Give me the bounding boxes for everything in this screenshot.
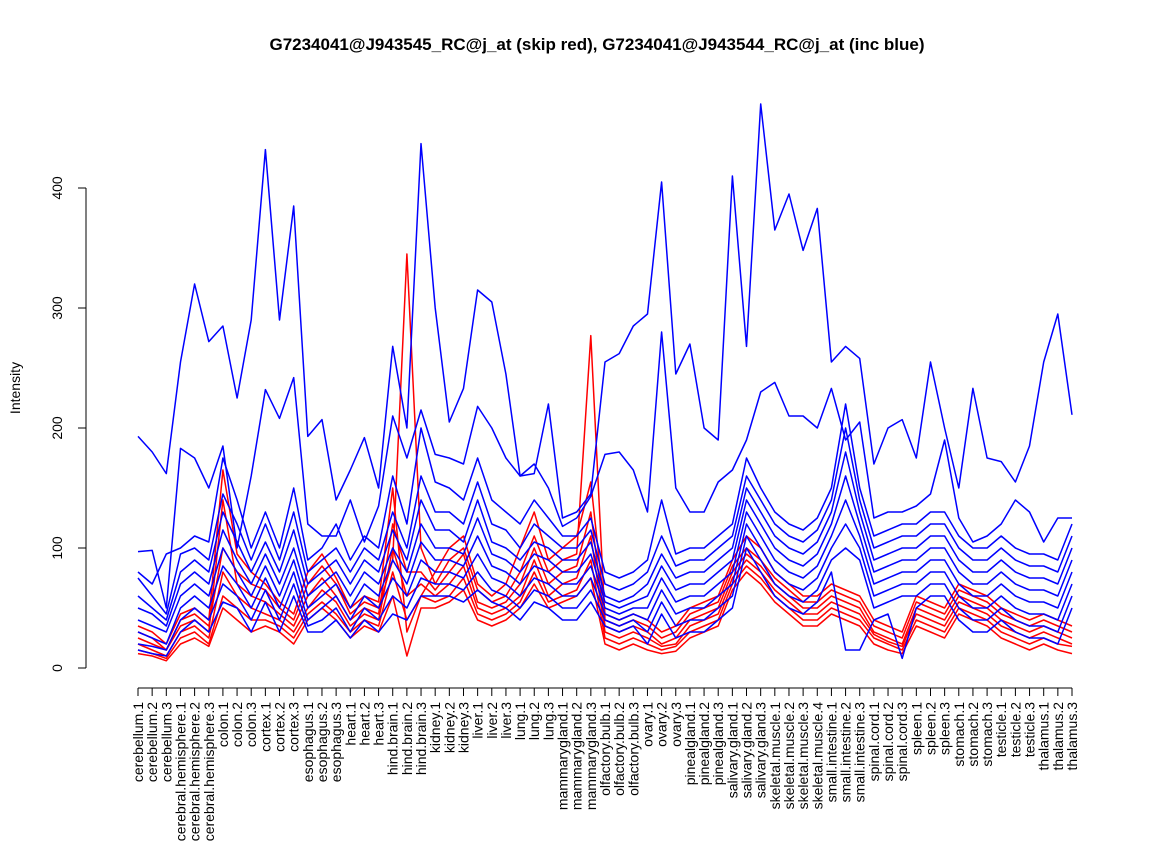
x-tick-label: lung.1 <box>512 702 528 740</box>
x-tick-label: colon.2 <box>229 702 245 747</box>
y-tick-label: 100 <box>49 536 65 560</box>
x-tick-label: cortex.2 <box>272 702 288 752</box>
x-tick-label: small.intestine.3 <box>852 702 868 803</box>
x-tick-label: testicle.1 <box>993 702 1009 757</box>
x-tick-label: spinal.cord.3 <box>894 702 910 782</box>
x-tick-label: liver.3 <box>498 702 514 739</box>
x-tick-label: small.intestine.2 <box>838 702 854 803</box>
x-axis: cerebellum.1cerebellum.2cerebellum.3cere… <box>130 687 1080 842</box>
series-line-skip-2 <box>137 253 1073 651</box>
x-tick-label: thalamus.2 <box>1050 702 1066 771</box>
x-tick-label: salivary.gland.1 <box>724 702 740 798</box>
y-axis-label: Intensity <box>7 362 23 414</box>
x-tick-label: skeletal.muscle.3 <box>795 702 811 810</box>
x-tick-label: cerebral.hemisphere.2 <box>187 702 203 842</box>
x-tick-label: hind.brain.3 <box>413 702 429 775</box>
y-tick-label: 0 <box>49 664 65 672</box>
x-tick-label: testicle.3 <box>1022 702 1038 757</box>
x-tick-label: mammarygland.2 <box>569 702 585 810</box>
x-tick-label: ovary.3 <box>668 702 684 747</box>
x-tick-label: pinealgland.3 <box>710 702 726 786</box>
x-tick-label: olfactory.bulb.2 <box>611 702 627 796</box>
x-tick-label: salivary.gland.2 <box>739 702 755 798</box>
series-line-inc-7 <box>137 499 1073 633</box>
x-tick-label: cortex.3 <box>286 702 302 752</box>
x-tick-label: thalamus.1 <box>1036 702 1052 771</box>
series-line-skip-5 <box>137 559 1073 660</box>
x-tick-label: pinealgland.1 <box>682 702 698 786</box>
x-tick-label: testicle.2 <box>1007 702 1023 757</box>
x-tick-label: mammarygland.1 <box>555 702 571 810</box>
x-tick-label: liver.1 <box>470 702 486 739</box>
x-tick-label: cerebellum.3 <box>158 702 174 782</box>
x-tick-label: lung.2 <box>526 702 542 740</box>
x-tick-label: pinealgland.2 <box>696 702 712 786</box>
x-tick-label: kidney.3 <box>455 702 471 753</box>
series-line-inc-2 <box>137 331 1072 609</box>
series-line-inc-4 <box>137 427 1073 615</box>
x-tick-label: olfactory.bulb.1 <box>597 702 613 796</box>
x-tick-label: spinal.cord.2 <box>880 702 896 782</box>
series-line-inc-5 <box>137 451 1073 621</box>
x-tick-label: stomach.2 <box>965 702 981 767</box>
chart-title: G7234041@J943545_RC@j_at (skip red), G72… <box>269 35 924 54</box>
x-tick-label: colon.3 <box>243 702 259 747</box>
x-tick-label: hind.brain.2 <box>399 702 415 775</box>
x-tick-label: salivary.gland.3 <box>753 702 769 798</box>
x-tick-label: colon.1 <box>215 702 231 747</box>
x-tick-label: small.intestine.1 <box>823 702 839 803</box>
x-tick-label: cortex.1 <box>257 702 273 752</box>
series-line-inc-3 <box>137 403 1073 585</box>
x-tick-label: spinal.cord.1 <box>866 702 882 782</box>
x-tick-label: cerebral.hemisphere.1 <box>172 702 188 842</box>
series-line-skip-6 <box>137 571 1073 662</box>
x-tick-label: cerebellum.2 <box>144 702 160 782</box>
x-tick-label: heart.1 <box>342 702 358 746</box>
x-tick-label: skeletal.muscle.1 <box>767 702 783 810</box>
x-tick-label: kidney.1 <box>427 702 443 753</box>
x-tick-label: thalamus.3 <box>1064 702 1080 771</box>
x-tick-label: olfactory.bulb.3 <box>625 702 641 796</box>
y-tick-label: 300 <box>49 296 65 320</box>
x-tick-label: lung.3 <box>540 702 556 740</box>
x-tick-label: kidney.2 <box>441 702 457 753</box>
x-tick-label: stomach.1 <box>951 702 967 767</box>
series-line-inc-8 <box>137 523 1073 645</box>
series-line-inc-1 <box>137 103 1073 519</box>
x-tick-label: cerebellum.1 <box>130 702 146 782</box>
y-tick-label: 200 <box>49 416 65 440</box>
x-tick-label: heart.3 <box>371 702 387 746</box>
x-tick-label: spleen.2 <box>922 702 938 755</box>
series-line-inc-6 <box>137 475 1073 627</box>
x-tick-label: skeletal.muscle.2 <box>781 702 797 810</box>
series-layer <box>137 103 1073 662</box>
x-tick-label: hind.brain.1 <box>385 702 401 775</box>
x-tick-label: stomach.3 <box>979 702 995 767</box>
y-axis: 0 100 200 300 400 <box>49 176 87 672</box>
x-tick-label: mammarygland.3 <box>583 702 599 810</box>
x-tick-label: ovary.2 <box>654 702 670 747</box>
x-tick-label: skeletal.muscle.4 <box>809 702 825 810</box>
x-tick-label: ovary.1 <box>639 702 655 747</box>
x-tick-label: spleen.3 <box>937 702 953 755</box>
x-tick-label: cerebral.hemisphere.3 <box>201 702 217 842</box>
x-tick-label: spleen.1 <box>908 702 924 755</box>
x-tick-label: esophagus.2 <box>314 702 330 782</box>
x-tick-label: esophagus.3 <box>328 702 344 782</box>
series-line-skip-4 <box>137 535 1073 657</box>
x-tick-label: heart.2 <box>356 702 372 746</box>
series-line-inc-10 <box>137 547 1073 660</box>
y-tick-label: 400 <box>49 176 65 200</box>
x-tick-label: liver.2 <box>484 702 500 739</box>
series-line-inc-9 <box>137 535 1073 651</box>
x-tick-label: esophagus.1 <box>300 702 316 782</box>
